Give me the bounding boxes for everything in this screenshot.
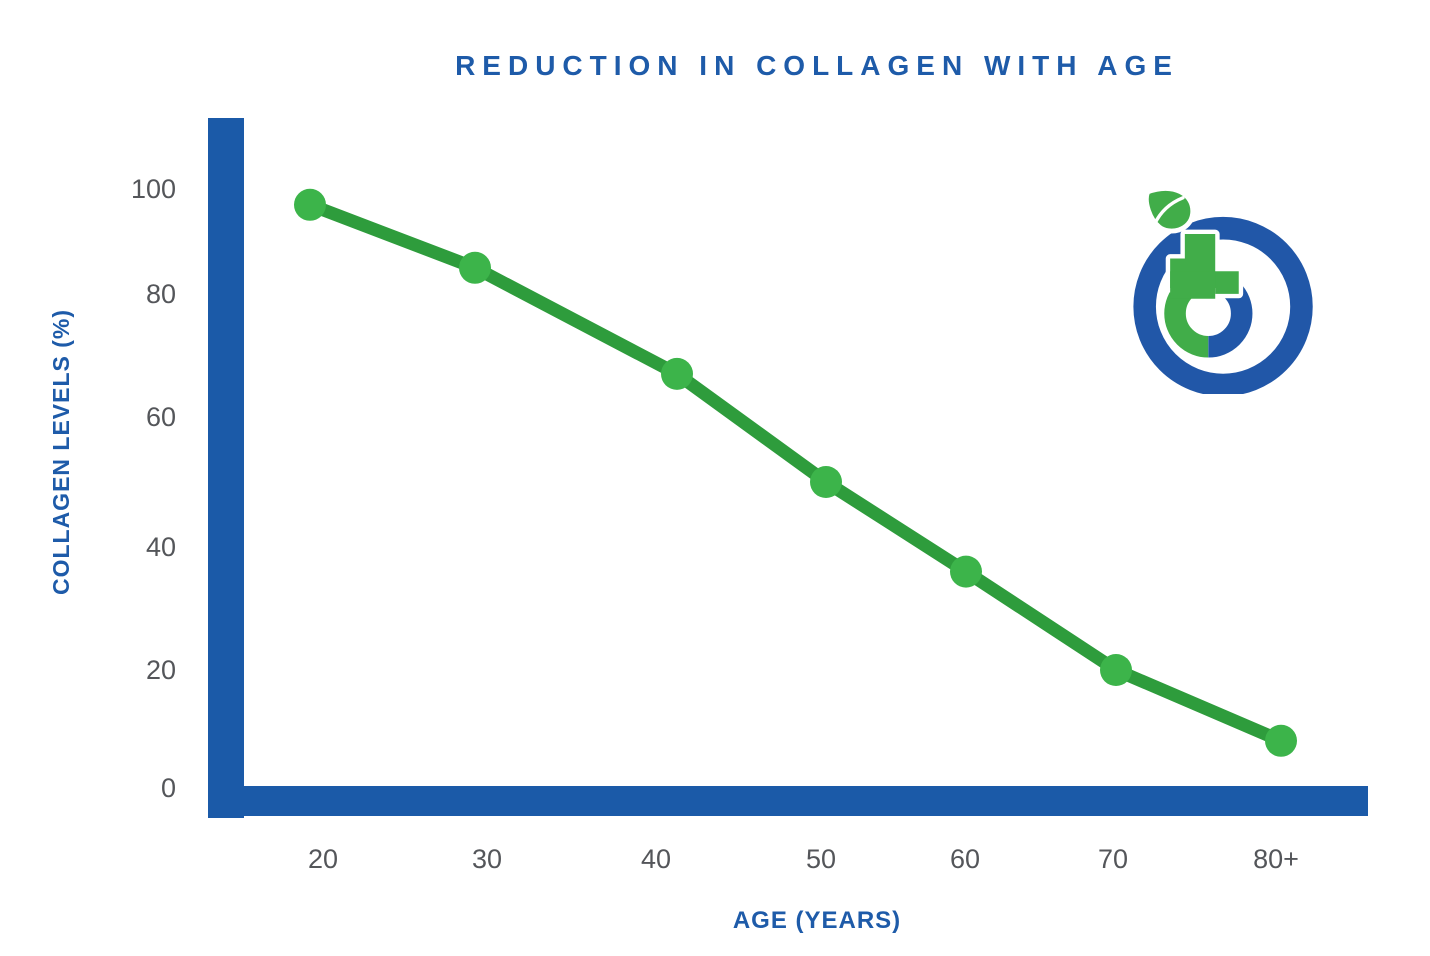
y-axis-title: COLLAGEN LEVELS (%)	[48, 308, 74, 596]
x-tick-label: 20	[307, 844, 339, 874]
y-tick-label: 0	[160, 773, 176, 803]
data-point-marker	[1100, 654, 1132, 686]
x-tick-label: 40	[640, 844, 672, 874]
x-tick-label: 60	[949, 844, 981, 874]
logo-leaf-vein	[1152, 196, 1185, 226]
y-tick-label: 20	[145, 655, 176, 685]
data-point-marker	[459, 251, 491, 284]
y-axis-bar	[208, 118, 244, 818]
data-point-marker	[810, 466, 842, 498]
x-tick-label: 30	[471, 844, 503, 874]
x-axis-title: AGE (YEARS)	[732, 907, 902, 934]
data-point-marker	[1265, 724, 1297, 757]
chart-title: REDUCTION IN COLLAGEN WITH AGE	[455, 50, 1179, 81]
x-tick-label: 70	[1097, 844, 1129, 874]
y-tick-label: 80	[145, 279, 176, 309]
brand-logo	[1133, 185, 1313, 394]
y-tick-label: 60	[145, 402, 176, 432]
data-point-marker	[950, 555, 982, 588]
y-tick-label: 40	[145, 532, 176, 562]
logo-outer-ring-icon	[1133, 216, 1313, 394]
x-tick-label: 80+	[1253, 844, 1299, 874]
x-axis-bar	[244, 786, 1368, 816]
x-tick-label: 50	[805, 844, 837, 874]
y-tick-label: 100	[130, 174, 176, 204]
data-point-marker	[661, 357, 693, 390]
logo-t-stem-fill	[1170, 271, 1216, 299]
data-point-marker	[294, 188, 326, 221]
